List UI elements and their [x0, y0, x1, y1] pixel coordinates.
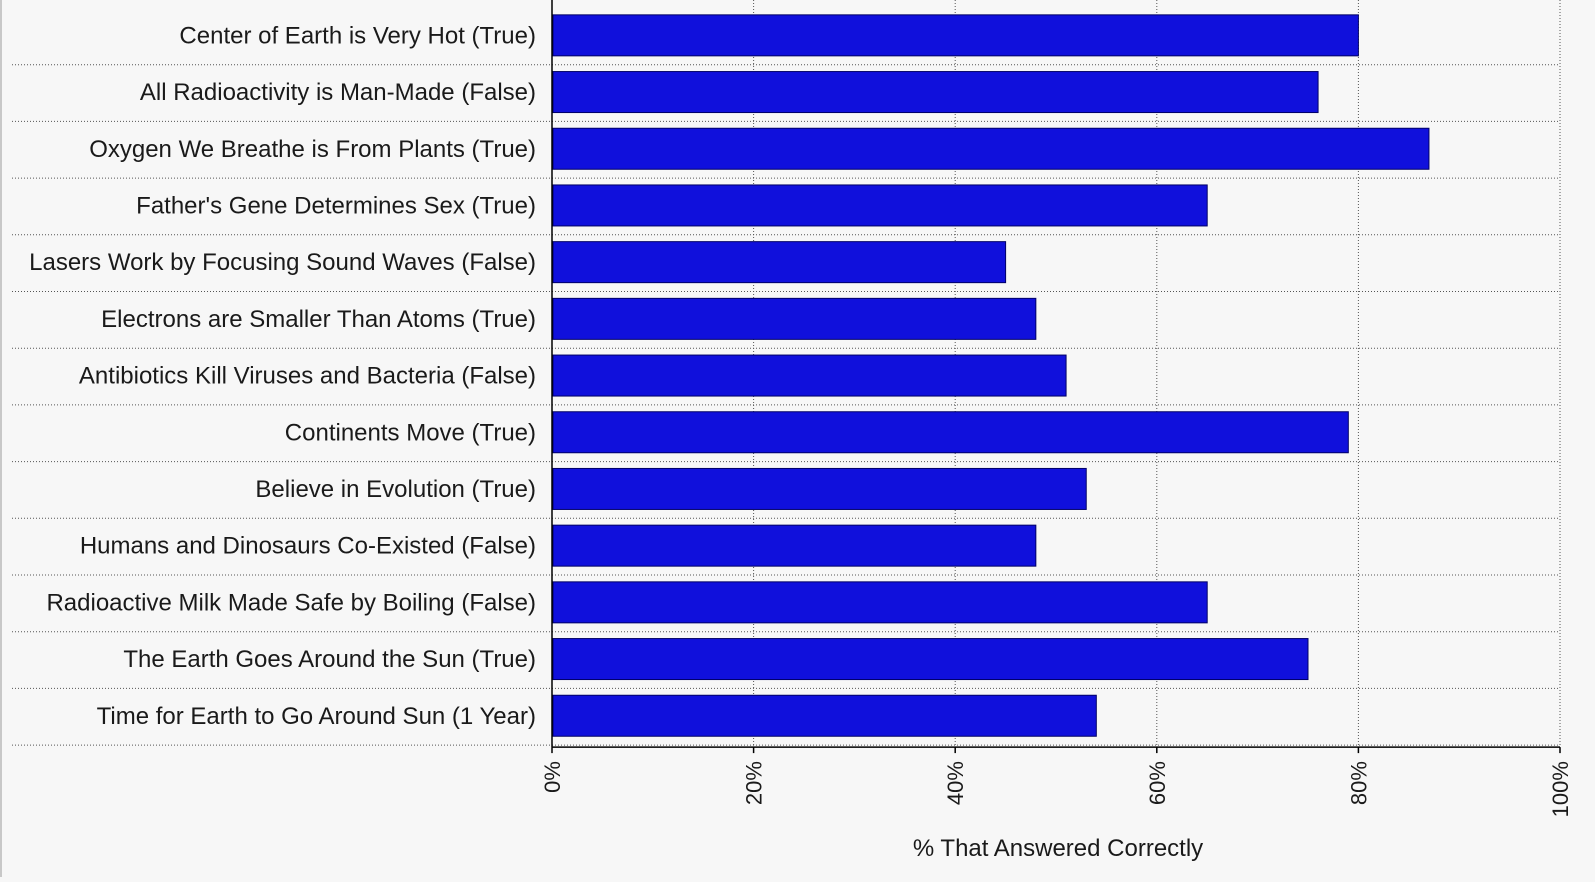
bar — [552, 184, 1208, 227]
x-tick-label: 60% — [1145, 761, 1170, 805]
category-label: Radioactive Milk Made Safe by Boiling (F… — [46, 589, 536, 616]
category-label: Continents Move (True) — [285, 419, 536, 446]
bar — [552, 297, 1037, 340]
bar — [552, 14, 1359, 57]
bar — [552, 694, 1097, 737]
category-label: The Earth Goes Around the Sun (True) — [123, 646, 536, 673]
category-label: Oxygen We Breathe is From Plants (True) — [89, 136, 536, 163]
bar — [552, 127, 1430, 170]
bar — [552, 524, 1037, 567]
category-label: Lasers Work by Focusing Sound Waves (Fal… — [29, 249, 536, 276]
category-label: All Radioactivity is Man-Made (False) — [140, 79, 536, 106]
bars-layer — [552, 14, 1430, 737]
bar — [552, 638, 1309, 681]
bar — [552, 354, 1067, 397]
category-label: Antibiotics Kill Viruses and Bacteria (F… — [79, 363, 536, 390]
bar — [552, 241, 1007, 284]
x-tick-label: 40% — [943, 761, 968, 805]
category-label: Time for Earth to Go Around Sun (1 Year) — [97, 703, 536, 730]
x-axis-title: % That Answered Correctly — [913, 835, 1203, 862]
x-tick-labels: 0% 20% 40% 60% 80% 100% — [540, 761, 1573, 817]
category-label: Humans and Dinosaurs Co-Existed (False) — [80, 533, 536, 560]
bar — [552, 411, 1349, 454]
category-label: Father's Gene Determines Sex (True) — [136, 192, 536, 219]
category-labels: Center of Earth is Very Hot (True) All Ra… — [29, 22, 536, 729]
category-label: Believe in Evolution (True) — [255, 476, 536, 503]
x-tick-label: 20% — [742, 761, 767, 805]
category-label: Electrons are Smaller Than Atoms (True) — [101, 306, 536, 333]
bar — [552, 71, 1319, 114]
axis-layer — [551, 0, 1561, 754]
bar — [552, 467, 1087, 510]
x-tick-label: 100% — [1548, 761, 1573, 817]
category-label: Center of Earth is Very Hot (True) — [179, 22, 536, 49]
grid-layer — [12, 0, 1561, 748]
x-tick-label: 0% — [540, 761, 565, 793]
bar — [552, 581, 1208, 624]
x-tick-label: 80% — [1346, 761, 1371, 805]
